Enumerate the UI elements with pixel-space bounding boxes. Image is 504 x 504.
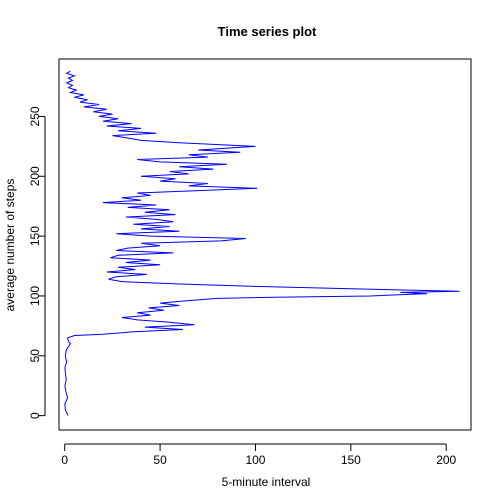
x-tick-label: 50 xyxy=(153,453,167,467)
y-axis-title: average number of steps xyxy=(3,179,17,312)
x-axis: 0 50 100 150 200 xyxy=(61,443,457,467)
y-tick-label: 50 xyxy=(28,349,42,363)
y-axis: 0 50 100 150 200 250 xyxy=(28,106,46,419)
y-tick-label: 150 xyxy=(28,226,42,246)
x-tick-label: 100 xyxy=(245,453,265,467)
x-tick-label: 200 xyxy=(436,453,456,467)
y-tick-label: 200 xyxy=(28,166,42,186)
x-axis-title: 5-minute interval xyxy=(222,475,311,489)
x-tick-label: 0 xyxy=(61,453,68,467)
y-tick-label: 0 xyxy=(28,412,42,419)
x-tick-label: 150 xyxy=(341,453,361,467)
plot-frame xyxy=(58,58,472,431)
y-tick-label: 250 xyxy=(28,106,42,126)
y-tick-label: 100 xyxy=(28,286,42,306)
series-line xyxy=(64,70,460,416)
chart-title: Time series plot xyxy=(218,24,317,39)
series-layer xyxy=(64,70,460,416)
